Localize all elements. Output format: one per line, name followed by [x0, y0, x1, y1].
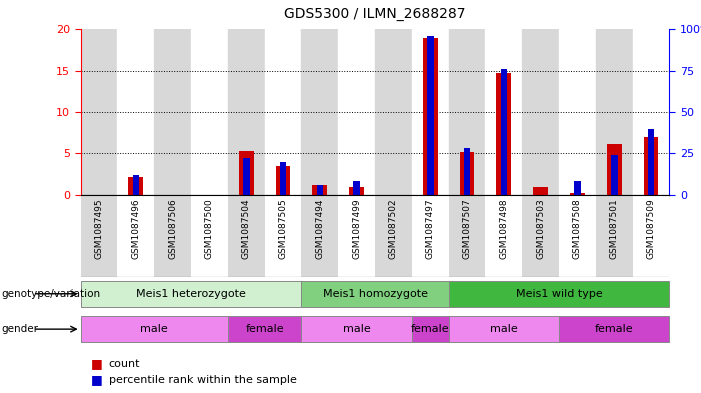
Bar [522, 29, 559, 195]
Bar [596, 29, 632, 195]
Text: GSM1087509: GSM1087509 [646, 198, 655, 259]
Text: GSM1087498: GSM1087498 [499, 198, 508, 259]
Bar [559, 29, 596, 195]
Text: GSM1087494: GSM1087494 [315, 198, 325, 259]
Text: gender: gender [1, 324, 39, 334]
Bar [301, 195, 338, 277]
Text: GSM1087500: GSM1087500 [205, 198, 214, 259]
Bar [280, 162, 286, 195]
Text: Meis1 wild type: Meis1 wild type [516, 289, 602, 299]
Bar [338, 29, 375, 195]
Bar [265, 29, 301, 195]
Bar [243, 158, 250, 195]
Text: Meis1 heterozygote: Meis1 heterozygote [136, 289, 246, 299]
Bar [449, 316, 559, 342]
Text: GSM1087497: GSM1087497 [426, 198, 435, 259]
Bar [449, 195, 485, 277]
Text: female: female [245, 324, 284, 334]
Bar [81, 316, 228, 342]
Bar [128, 177, 143, 195]
Bar [423, 38, 437, 195]
Bar [485, 195, 522, 277]
Bar [301, 29, 338, 195]
Bar [574, 181, 580, 195]
Bar [301, 281, 449, 307]
Bar [118, 195, 154, 277]
Bar [611, 155, 618, 195]
Text: GSM1087503: GSM1087503 [536, 198, 545, 259]
Text: GSM1087496: GSM1087496 [131, 198, 140, 259]
Text: GSM1087502: GSM1087502 [389, 198, 398, 259]
Text: GSM1087495: GSM1087495 [95, 198, 104, 259]
Text: ■: ■ [91, 357, 103, 370]
Bar [191, 29, 228, 195]
Bar [632, 29, 669, 195]
Bar [644, 137, 658, 195]
Text: female: female [411, 324, 449, 334]
Bar [81, 281, 301, 307]
Text: GSM1087501: GSM1087501 [610, 198, 619, 259]
Bar [559, 316, 669, 342]
Bar [81, 29, 118, 195]
Text: GSM1087504: GSM1087504 [242, 198, 251, 259]
Bar [154, 195, 191, 277]
Bar [239, 151, 254, 195]
Bar [449, 281, 669, 307]
Bar [522, 195, 559, 277]
Bar [607, 144, 622, 195]
Bar [496, 73, 511, 195]
Bar [228, 316, 301, 342]
Bar [118, 29, 154, 195]
Bar [449, 29, 485, 195]
Text: GSM1087499: GSM1087499 [352, 198, 361, 259]
Bar [191, 195, 228, 277]
Bar [313, 185, 327, 195]
Text: Meis1 homozygote: Meis1 homozygote [322, 289, 428, 299]
Bar [353, 181, 360, 195]
Bar [275, 167, 290, 195]
Text: ■: ■ [91, 373, 103, 387]
Bar [317, 185, 323, 195]
Bar [132, 175, 139, 195]
Bar [559, 195, 596, 277]
Text: GSM1087508: GSM1087508 [573, 198, 582, 259]
Bar [596, 195, 632, 277]
Text: percentile rank within the sample: percentile rank within the sample [109, 375, 297, 385]
Text: GSM1087506: GSM1087506 [168, 198, 177, 259]
Bar [412, 195, 449, 277]
Text: GDS5300 / ILMN_2688287: GDS5300 / ILMN_2688287 [285, 7, 465, 21]
Bar [301, 316, 411, 342]
Bar [375, 29, 412, 195]
Text: male: male [140, 324, 168, 334]
Bar [570, 193, 585, 195]
Bar [460, 152, 475, 195]
Bar [349, 187, 364, 195]
Bar [632, 195, 669, 277]
Text: male: male [343, 324, 371, 334]
Bar [228, 29, 265, 195]
Bar [81, 195, 118, 277]
Bar [533, 187, 548, 195]
Text: female: female [595, 324, 634, 334]
Bar [265, 195, 301, 277]
Bar [412, 29, 449, 195]
Bar [228, 195, 265, 277]
Bar [154, 29, 191, 195]
Bar [501, 69, 507, 195]
Bar [485, 29, 522, 195]
Text: genotype/variation: genotype/variation [1, 289, 100, 299]
Text: GSM1087507: GSM1087507 [463, 198, 472, 259]
Text: GSM1087505: GSM1087505 [278, 198, 287, 259]
Bar [427, 36, 433, 195]
Bar [412, 316, 449, 342]
Bar [648, 129, 654, 195]
Bar [464, 148, 470, 195]
Text: count: count [109, 358, 140, 369]
Text: male: male [490, 324, 518, 334]
Bar [338, 195, 375, 277]
Bar [375, 195, 412, 277]
